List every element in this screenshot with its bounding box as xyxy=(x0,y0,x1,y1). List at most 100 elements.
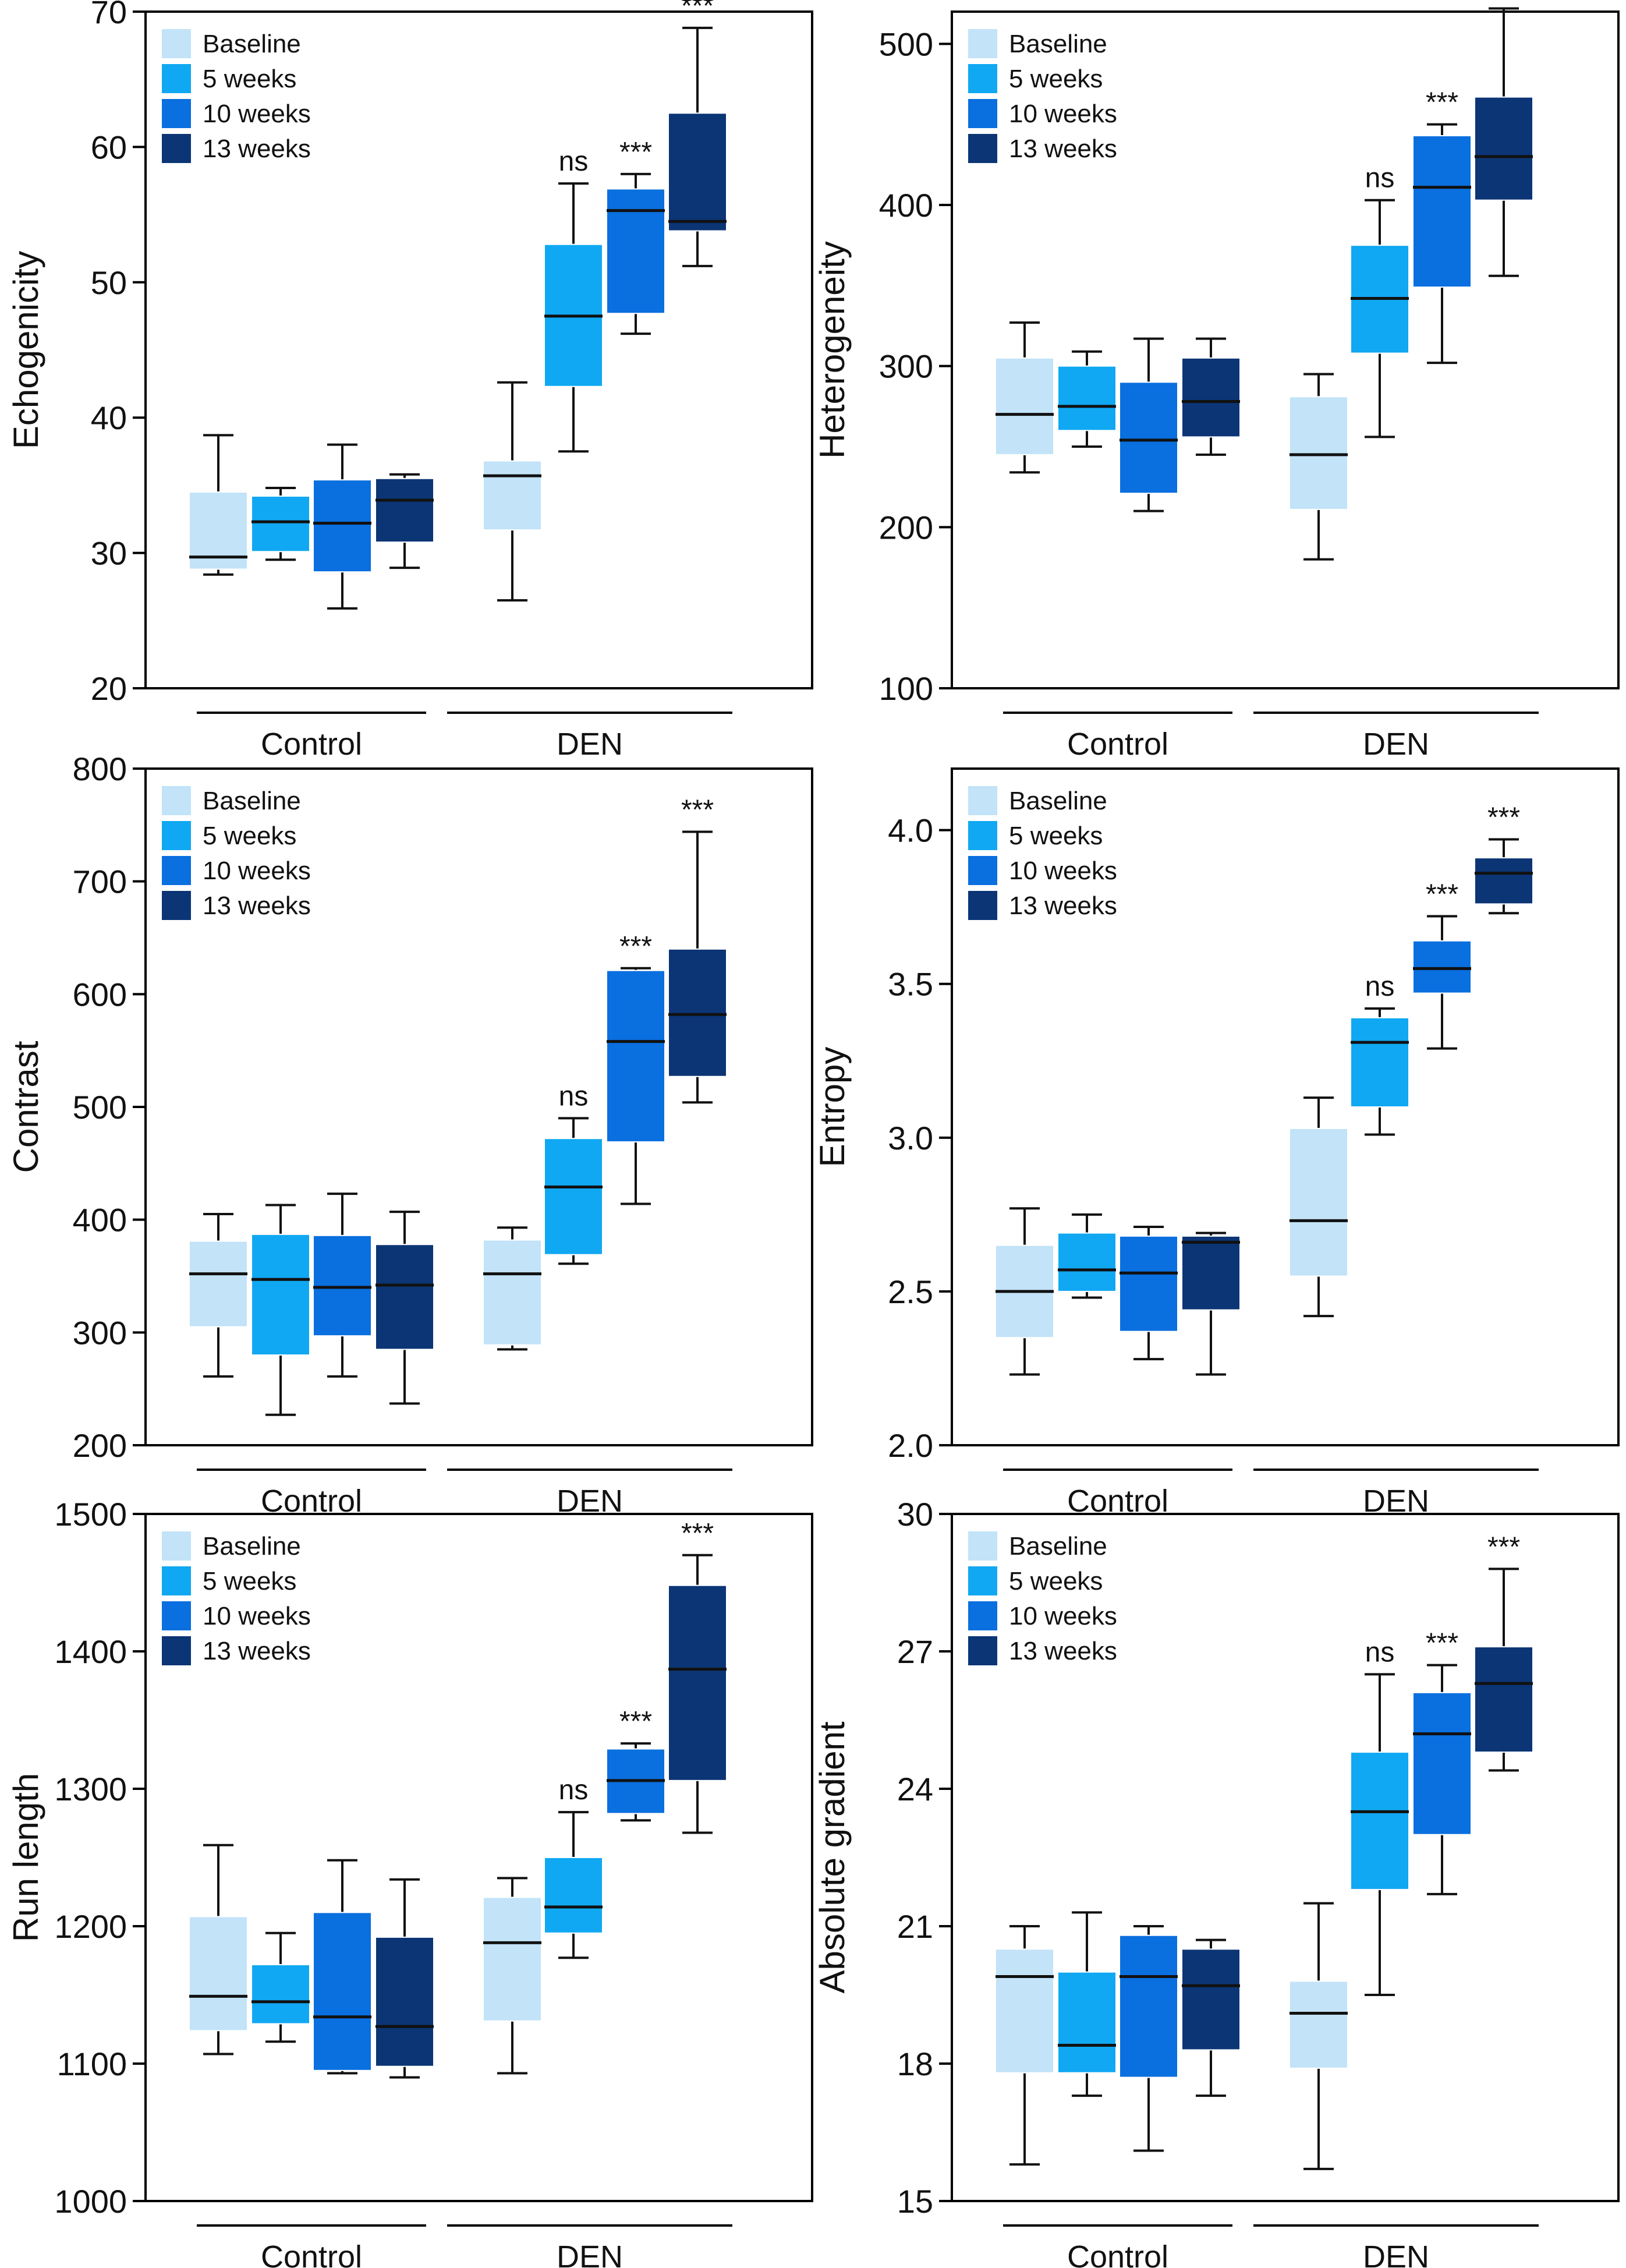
legend-label: Baseline xyxy=(1009,787,1107,815)
significance-label: *** xyxy=(1426,87,1458,118)
box-body xyxy=(1057,1232,1117,1292)
box-5-weeks-control xyxy=(1057,350,1117,448)
legend-label: 13 weeks xyxy=(203,135,311,163)
legend-swatch xyxy=(162,891,191,920)
y-tick-label: 50 xyxy=(91,264,127,301)
box-13-weeks-control xyxy=(1181,1232,1241,1376)
box-body xyxy=(1181,1235,1241,1311)
legend-swatch xyxy=(162,1636,191,1665)
y-tick-label: 2.5 xyxy=(888,1273,933,1310)
significance-label: ns xyxy=(1365,1637,1395,1668)
box-body xyxy=(251,1233,310,1356)
significance-label: ns xyxy=(1365,163,1395,194)
legend-label: Baseline xyxy=(1009,1532,1107,1561)
box-body xyxy=(375,1936,434,2067)
box-13-weeks-den: *** xyxy=(668,794,727,1104)
box-13-weeks-den: *** xyxy=(668,0,727,267)
legend-swatch xyxy=(968,1566,997,1595)
significance-label: *** xyxy=(681,0,714,22)
chart-panel-1: 20 30 40 50 60 70 Echogenicity Control DEN ns *** *… xyxy=(6,0,813,762)
box-5-weeks-control xyxy=(251,1204,310,1416)
legend-label: 5 weeks xyxy=(1009,822,1103,850)
y-tick-label: 200 xyxy=(879,509,933,546)
box-13-weeks-den: *** xyxy=(1474,0,1533,277)
box-baseline-control xyxy=(189,1844,248,2055)
legend-swatch xyxy=(968,786,997,815)
legend-swatch xyxy=(162,856,191,885)
y-tick-label: 1500 xyxy=(54,1496,127,1533)
y-tick-label: 70 xyxy=(91,0,127,30)
box-body xyxy=(1412,135,1472,288)
legend-swatch xyxy=(968,64,997,93)
y-tick-label: 1400 xyxy=(54,1633,127,1670)
box-baseline-control xyxy=(995,321,1054,474)
y-axis-title: Absolute gradient xyxy=(813,1721,852,1993)
y-tick-label: 400 xyxy=(73,1202,127,1239)
box-body xyxy=(483,1239,542,1346)
y-tick-label: 800 xyxy=(73,751,127,787)
y-tick-label: 500 xyxy=(879,26,933,62)
legend-label: 13 weeks xyxy=(1009,1637,1117,1665)
y-tick-label: 200 xyxy=(73,1427,127,1464)
legend-swatch xyxy=(968,1531,997,1561)
box-10-weeks-control xyxy=(1119,337,1178,512)
y-tick-label: 300 xyxy=(73,1314,127,1351)
y-tick-label: 700 xyxy=(73,864,127,900)
legend-swatch xyxy=(162,786,191,815)
box-10-weeks-control xyxy=(313,443,372,610)
box-body xyxy=(668,1584,727,1781)
significance-label: *** xyxy=(681,1518,714,1549)
box-10-weeks-control xyxy=(1119,1225,1178,1361)
box-baseline-den xyxy=(1289,373,1348,561)
y-tick-label: 21 xyxy=(897,1908,933,1945)
box-body xyxy=(544,1138,603,1255)
legend-label: 10 weeks xyxy=(1009,1602,1117,1630)
box-body xyxy=(483,1897,542,2022)
box-body xyxy=(251,1964,310,2025)
box-baseline-den xyxy=(1289,1096,1348,1318)
legend: Baseline 5 weeks 10 weeks 13 weeks xyxy=(968,1531,1117,1665)
y-tick-label: 18 xyxy=(897,2046,933,2082)
box-body xyxy=(1057,1971,1117,2074)
legend-swatch xyxy=(968,29,997,58)
legend-swatch xyxy=(162,1566,191,1595)
significance-label: ns xyxy=(559,146,589,177)
box-body xyxy=(1412,1692,1472,1835)
box-13-weeks-den: *** xyxy=(1474,802,1533,915)
legend-label: 10 weeks xyxy=(203,857,311,885)
box-5-weeks-den: ns xyxy=(544,1775,603,1959)
y-tick-label: 40 xyxy=(91,399,127,436)
box-10-weeks-control xyxy=(313,1193,372,1378)
y-tick-label: 100 xyxy=(879,670,933,707)
y-tick-label: 3.0 xyxy=(888,1120,933,1156)
box-5-weeks-control xyxy=(1057,1213,1117,1299)
box-baseline-den xyxy=(483,381,542,602)
significance-label: ns xyxy=(559,1775,589,1806)
legend-swatch xyxy=(162,134,191,163)
box-body xyxy=(544,1857,603,1934)
box-body xyxy=(251,495,310,553)
significance-label: *** xyxy=(1487,802,1520,833)
significance-label: *** xyxy=(1487,1531,1520,1562)
box-10-weeks-den: *** xyxy=(1412,879,1472,1050)
box-body xyxy=(1181,357,1241,438)
group-label-den: DEN xyxy=(557,727,623,762)
group-label-control: Control xyxy=(1067,727,1168,762)
legend-swatch xyxy=(162,99,191,128)
box-body xyxy=(313,1234,372,1337)
y-tick-label: 30 xyxy=(91,535,127,572)
box-body xyxy=(1289,1980,1348,2069)
significance-label: *** xyxy=(1487,0,1520,2)
box-13-weeks-control xyxy=(375,1211,434,1405)
legend-label: Baseline xyxy=(203,30,301,58)
box-body xyxy=(1119,381,1178,494)
box-body xyxy=(668,112,727,232)
legend-swatch xyxy=(968,1636,997,1665)
y-tick-label: 1200 xyxy=(54,1908,127,1945)
box-body xyxy=(1119,1934,1178,2078)
group-label-control: Control xyxy=(1067,2239,1168,2268)
legend-label: 5 weeks xyxy=(203,1567,296,1595)
